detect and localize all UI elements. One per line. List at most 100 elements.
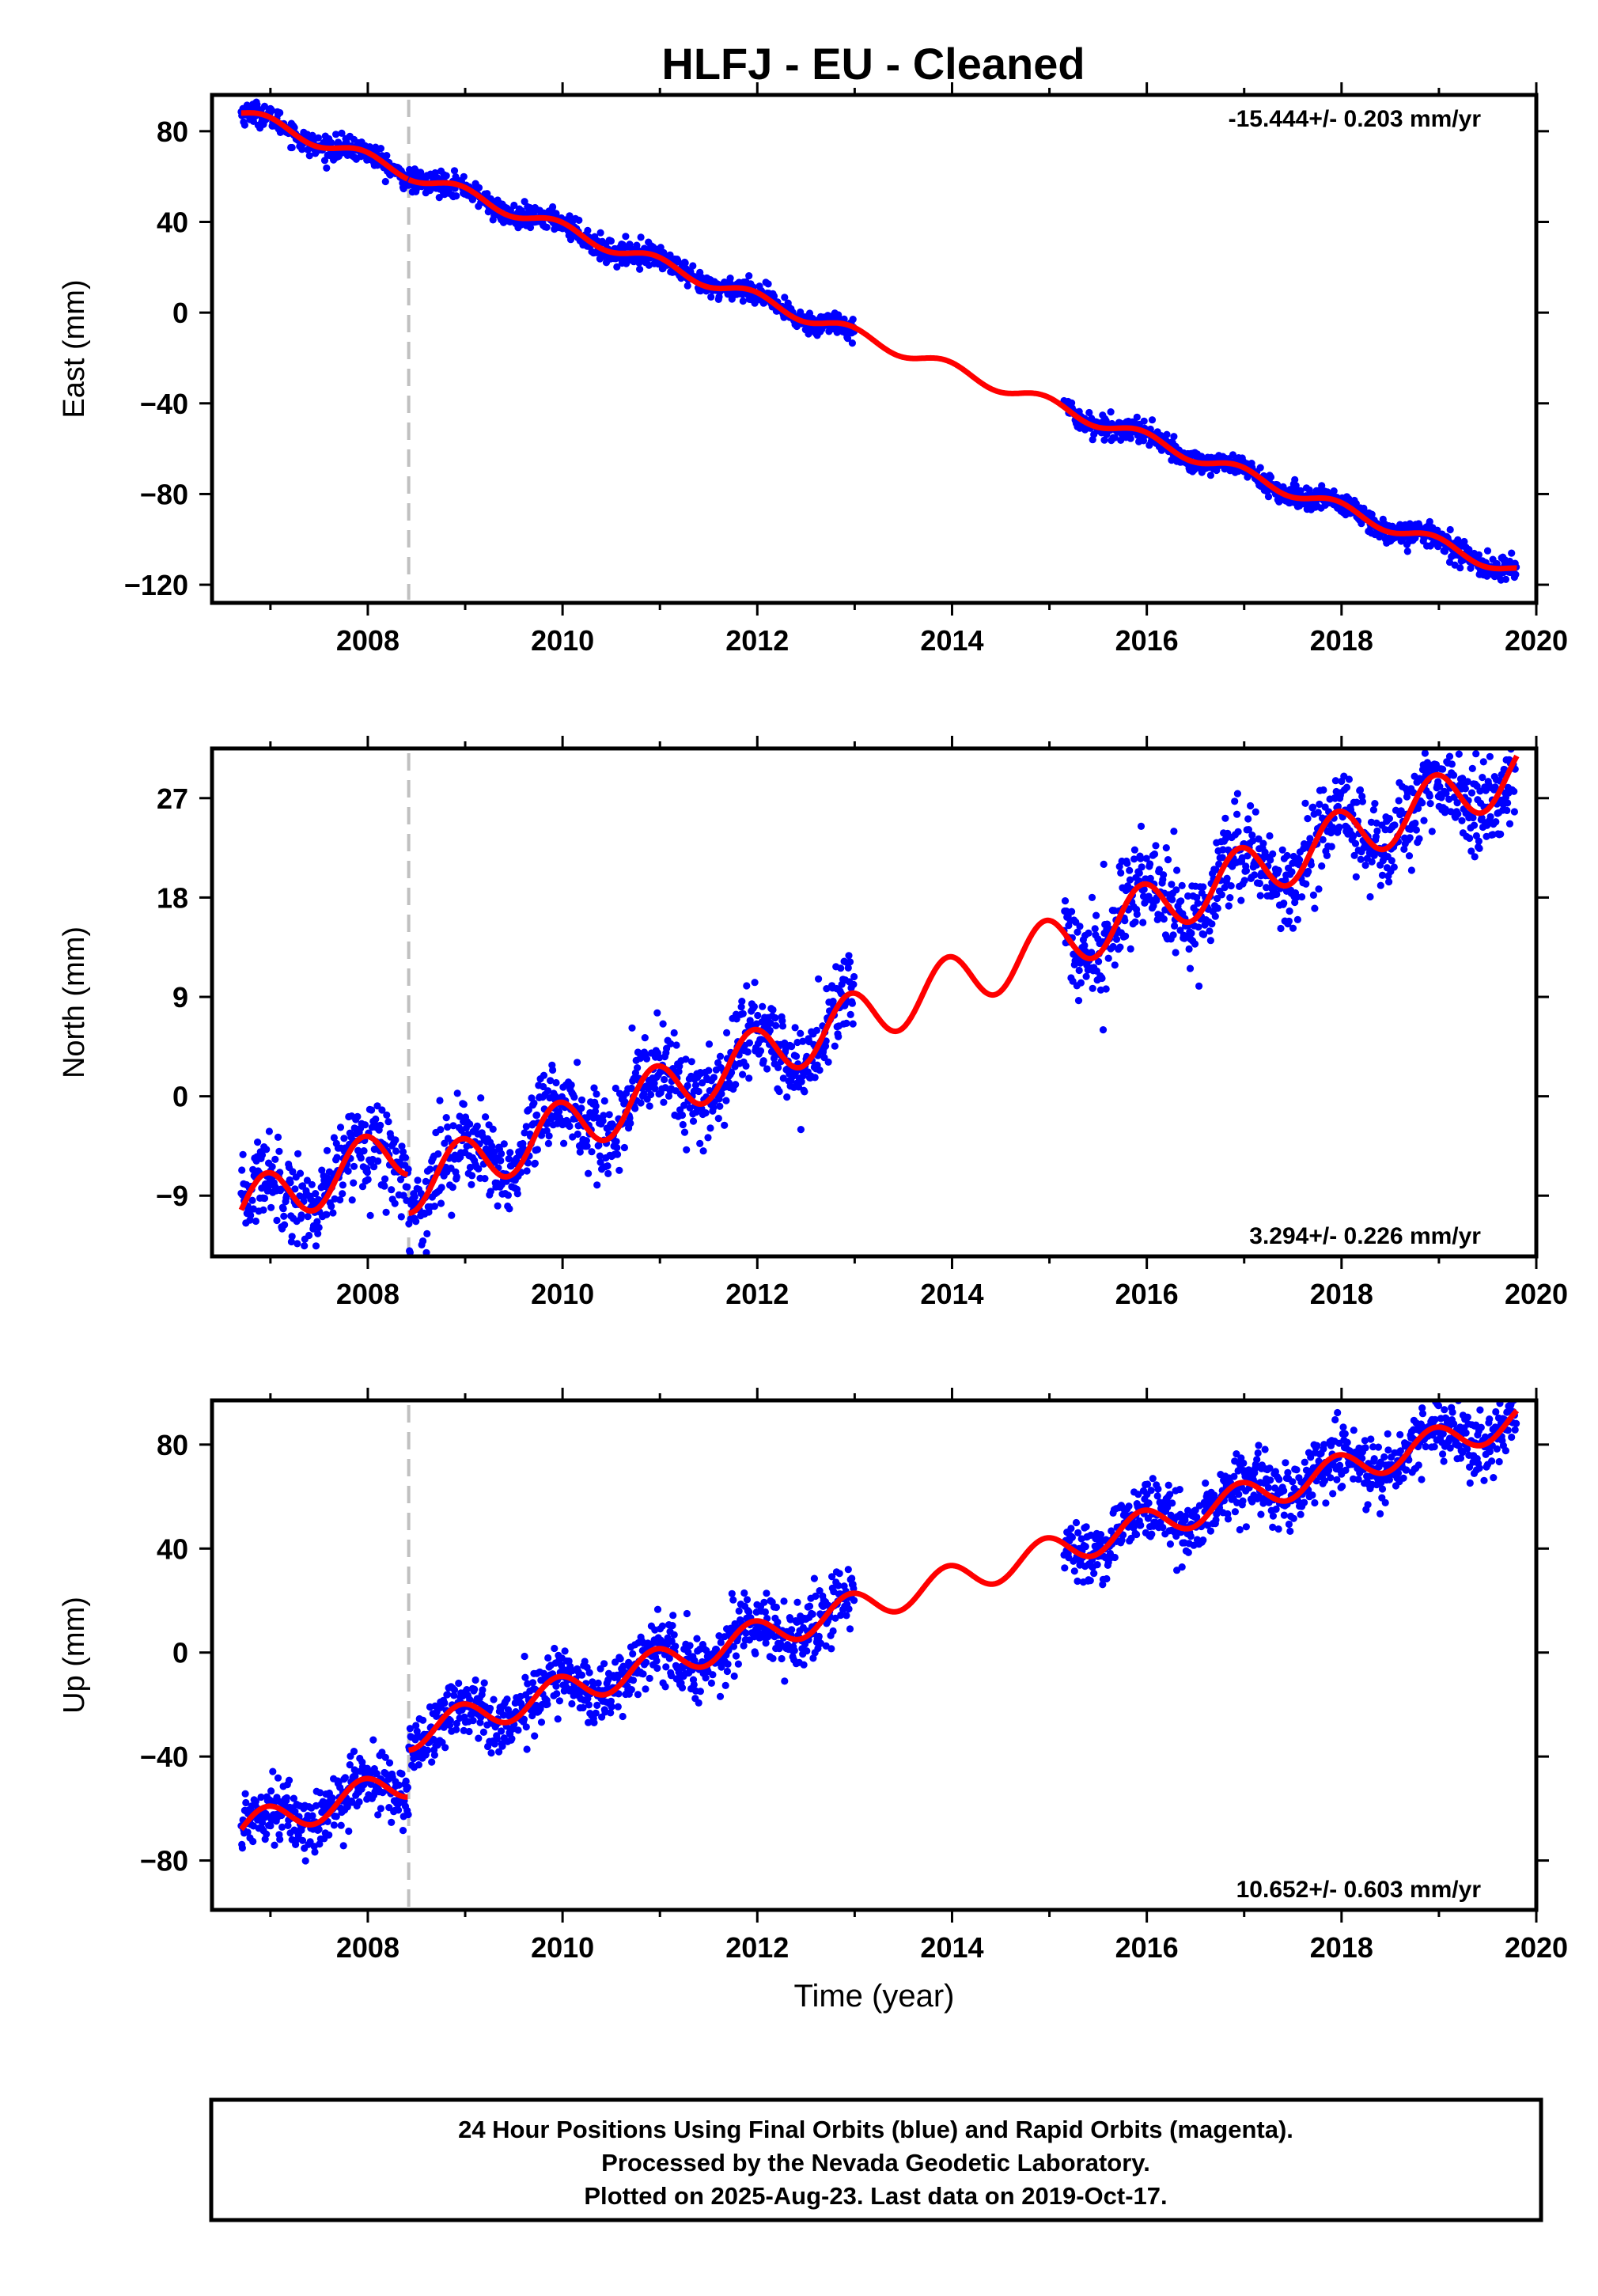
data-point: [382, 1208, 390, 1216]
data-point: [268, 1163, 276, 1171]
data-point: [1148, 1530, 1156, 1538]
data-point: [1089, 984, 1096, 992]
data-point: [1075, 966, 1083, 975]
data-point: [1406, 834, 1414, 842]
data-point: [1090, 1570, 1098, 1578]
data-point: [453, 1173, 461, 1181]
data-point: [444, 1691, 452, 1699]
data-point: [437, 1126, 445, 1134]
data-point: [1140, 885, 1148, 893]
data-point: [388, 1818, 396, 1826]
data-point: [1206, 937, 1214, 945]
data-point: [381, 1753, 389, 1761]
data-point: [1513, 707, 1520, 714]
data-point: [1472, 750, 1480, 758]
data-point: [1361, 862, 1369, 870]
data-point: [714, 1115, 722, 1123]
data-point: [639, 1670, 647, 1678]
data-point: [329, 1209, 337, 1217]
data-point: [260, 102, 269, 110]
data-point: [1184, 892, 1192, 900]
data-point: [524, 1159, 532, 1167]
data-point: [1154, 1485, 1162, 1493]
data-point: [399, 1148, 407, 1156]
data-point: [721, 1681, 729, 1689]
data-point: [1240, 877, 1248, 885]
data-point: [1505, 820, 1514, 828]
data-point: [426, 1165, 434, 1173]
data-point: [743, 1596, 752, 1604]
data-point: [812, 1026, 820, 1034]
data-point: [477, 1094, 485, 1102]
data-point: [555, 1108, 563, 1116]
data-point: [1148, 416, 1157, 424]
data-point: [843, 335, 852, 343]
data-point: [287, 1237, 295, 1246]
data-point: [530, 1099, 538, 1107]
data-point: [378, 1749, 386, 1756]
data-point: [479, 1686, 487, 1694]
data-point: [1385, 878, 1393, 886]
data-point: [544, 1087, 552, 1095]
data-point: [1415, 835, 1423, 843]
data-point: [1286, 907, 1293, 915]
data-point: [305, 152, 313, 160]
data-point: [1206, 927, 1214, 935]
y-tick-label: −40: [140, 388, 188, 420]
data-point: [754, 1011, 762, 1020]
data-point: [1395, 797, 1403, 805]
data-point: [631, 1104, 639, 1112]
data-point: [442, 1114, 450, 1122]
data-point: [430, 1751, 439, 1759]
data-point: [1142, 854, 1150, 862]
data-point: [732, 1081, 740, 1089]
data-point: [1226, 894, 1234, 902]
data-point: [683, 1146, 691, 1154]
data-point: [1104, 920, 1111, 928]
data-point: [1219, 846, 1227, 854]
data-point: [757, 1036, 765, 1044]
data-point: [756, 1047, 765, 1055]
data-point: [716, 1052, 725, 1060]
data-point: [339, 1842, 347, 1850]
data-point: [658, 1622, 667, 1630]
data-point: [1162, 844, 1170, 852]
data-point: [1082, 1523, 1090, 1531]
data-point: [706, 1124, 714, 1132]
data-point: [545, 1132, 553, 1140]
data-point: [1314, 809, 1322, 816]
data-point: [1475, 844, 1483, 852]
data-point: [301, 1242, 309, 1250]
data-point: [772, 1021, 780, 1029]
data-point: [444, 1123, 452, 1131]
data-point: [1150, 850, 1159, 858]
model-curve: [407, 176, 1519, 572]
data-point: [364, 1176, 372, 1184]
data-point: [1293, 915, 1301, 923]
data-point: [323, 164, 331, 172]
data-point: [1221, 884, 1229, 892]
data-point: [1430, 724, 1437, 731]
data-point: [1509, 733, 1517, 740]
data-point: [607, 1709, 615, 1717]
data-point: [592, 1102, 600, 1110]
data-point: [729, 1596, 737, 1604]
data-point: [537, 1718, 546, 1726]
data-point: [1353, 798, 1361, 806]
data-point: [263, 1146, 271, 1154]
data-point: [1503, 806, 1511, 814]
data-point: [585, 1169, 593, 1177]
data-point: [696, 1139, 704, 1147]
data-point: [634, 1691, 642, 1699]
data-point: [734, 1660, 743, 1668]
data-point: [676, 1063, 684, 1070]
data-point: [718, 1089, 725, 1098]
data-point: [637, 1099, 645, 1107]
y-tick-label: 18: [157, 881, 188, 914]
data-point: [385, 1759, 394, 1767]
data-point: [695, 1087, 702, 1096]
data-point: [1255, 835, 1263, 843]
data-point: [1291, 475, 1299, 484]
data-point: [805, 1602, 814, 1610]
data-point: [502, 1177, 510, 1185]
